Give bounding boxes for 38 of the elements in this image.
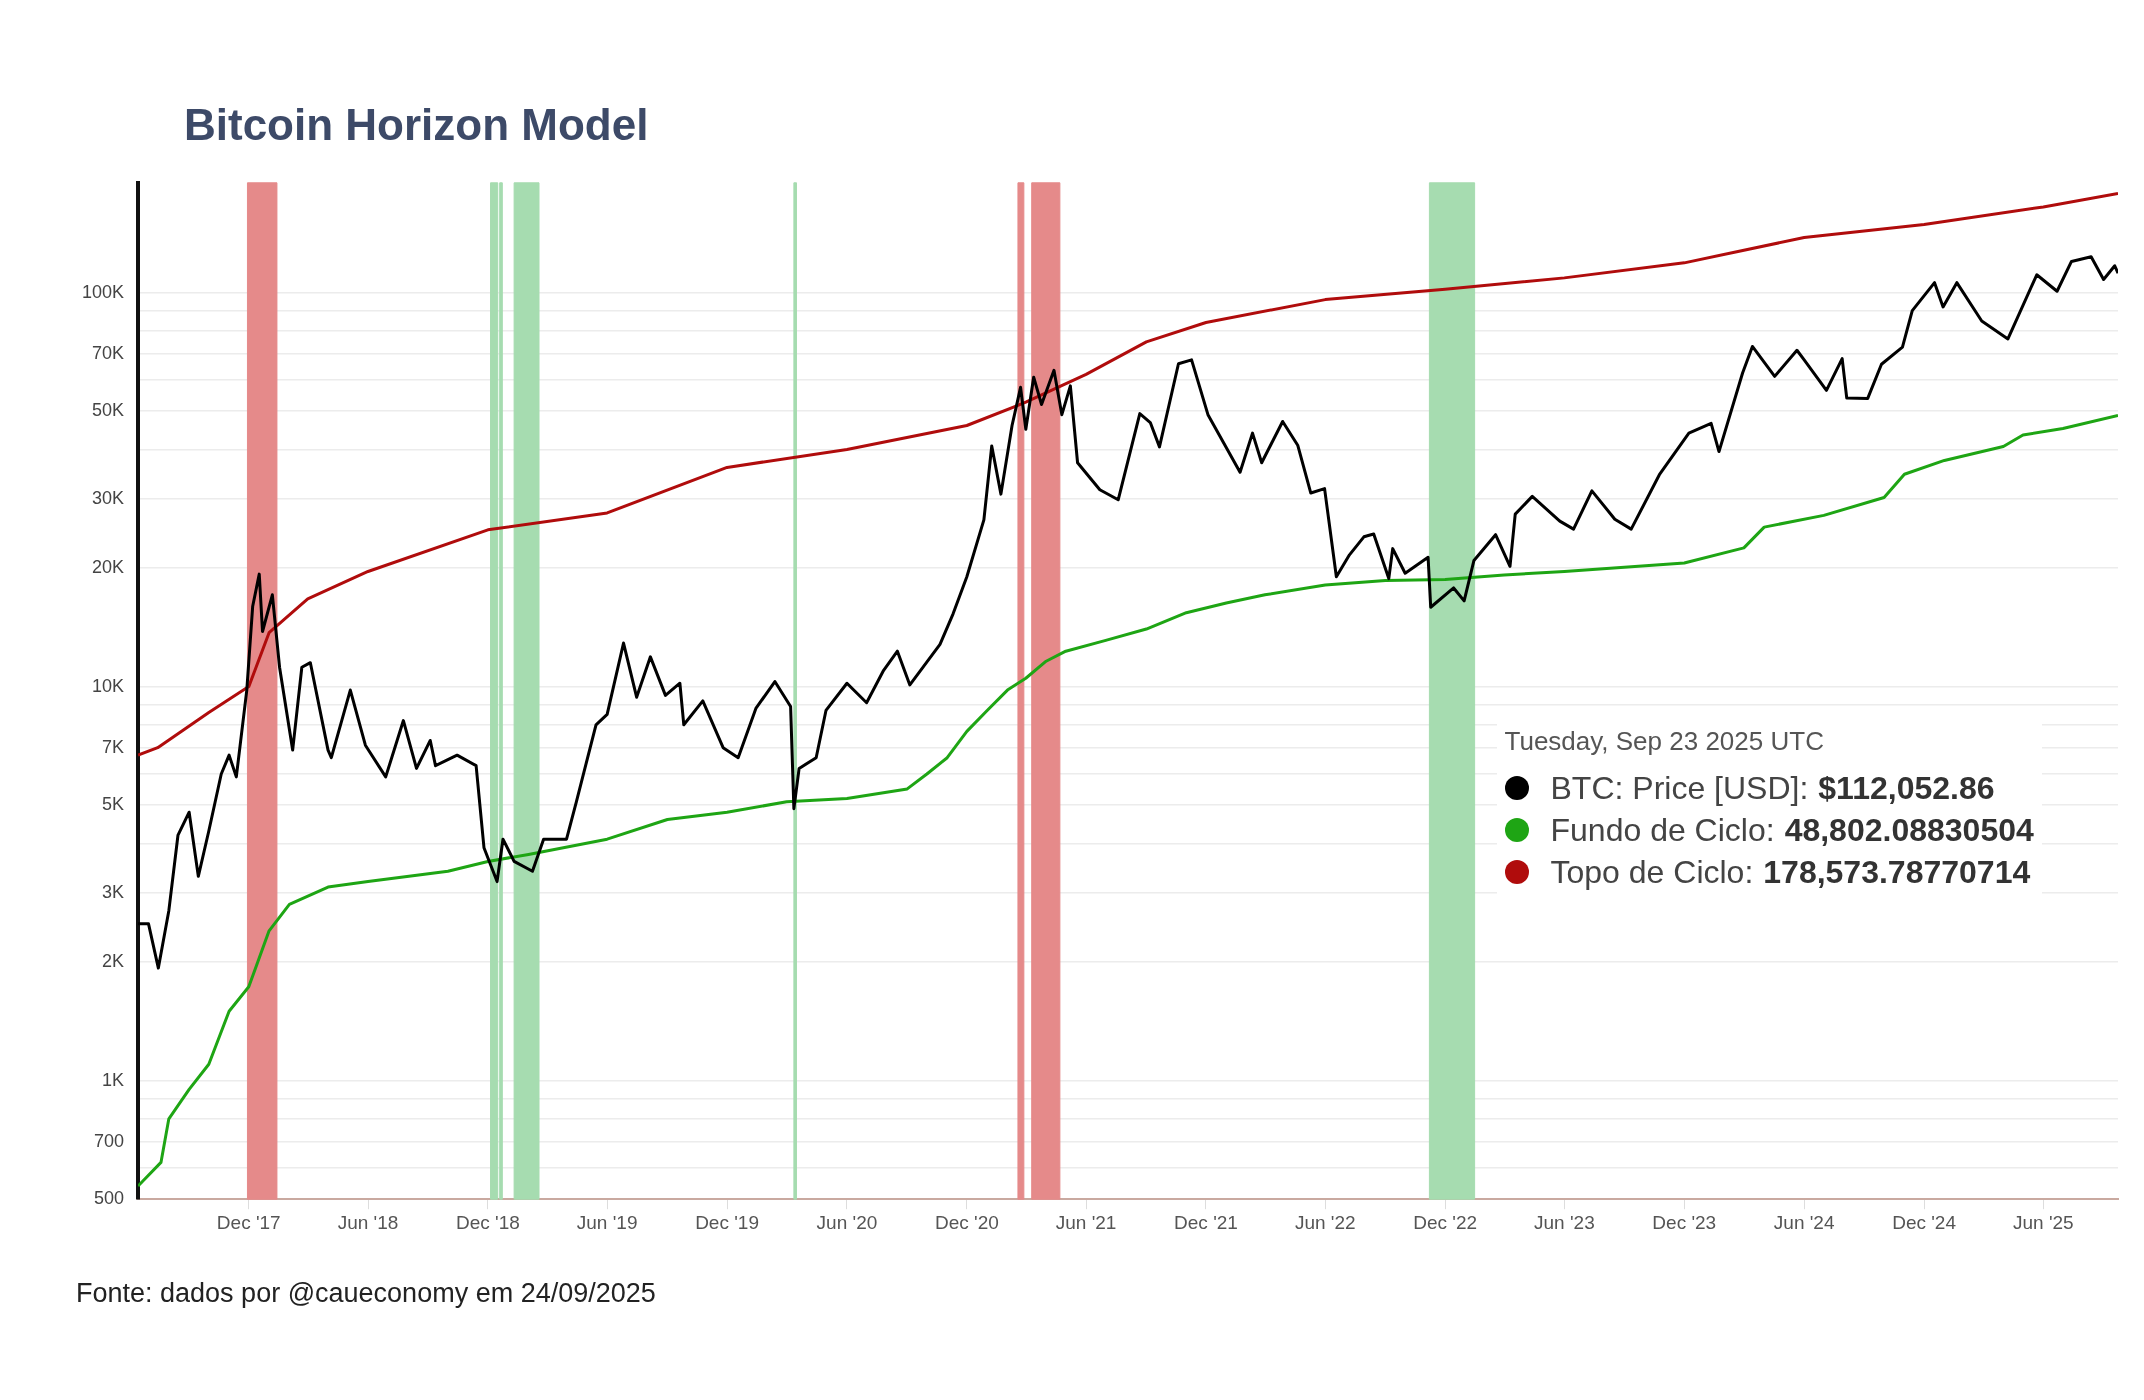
x-tick-label: Dec '18 xyxy=(455,1211,520,1233)
x-tick-label: Dec '23 xyxy=(1652,1211,1717,1233)
x-tick-label: Jun '24 xyxy=(1773,1211,1835,1233)
annotation: 48,802.08830504 xyxy=(1784,810,2034,850)
legend-label: Topo de Ciclo: xyxy=(1550,852,1754,892)
x-tick-label: Jun '18 xyxy=(337,1211,399,1233)
source-note: Fonte: dados por @caueconomy em 24/09/2025 xyxy=(76,1278,657,1309)
x-tick-label: Jun '21 xyxy=(1055,1211,1117,1233)
x-tick-label: Jun '19 xyxy=(576,1211,638,1233)
y-tick-label: 100K xyxy=(81,281,125,302)
y-tick-label: 2K xyxy=(102,950,125,971)
y-tick-label: 20K xyxy=(92,556,125,577)
y-tick-label: 500 xyxy=(93,1188,125,1209)
y-tick-label: 1K xyxy=(102,1069,125,1090)
y-tick-label: 7K xyxy=(102,736,125,757)
y-tick-label: 30K xyxy=(92,487,125,508)
chart-title: Bitcoin Horizon Model xyxy=(184,100,649,150)
x-tick-label: Jun '22 xyxy=(1294,1211,1356,1233)
x-tick-label: Jun '23 xyxy=(1534,1211,1595,1233)
y-tick-label: 3K xyxy=(102,881,125,902)
x-tick-label: Dec '21 xyxy=(1174,1211,1238,1233)
y-tick-label: 5K xyxy=(102,794,125,815)
x-tick-label: Dec '19 xyxy=(695,1211,759,1233)
legend-label: Fundo de Ciclo: xyxy=(1550,810,1775,850)
y-tick-label: 70K xyxy=(92,342,125,363)
legend-label: BTC: Price [USD]: xyxy=(1550,768,1809,808)
y-tick-label: 700 xyxy=(93,1130,125,1151)
y-tick-label: 10K xyxy=(92,675,125,696)
x-tick-label: Dec '17 xyxy=(216,1211,281,1233)
x-tick-label: Dec '22 xyxy=(1413,1211,1478,1233)
x-tick-label: Jun '20 xyxy=(816,1211,878,1233)
annotation: $112,052.86 xyxy=(1818,768,1995,808)
x-tick-label: Dec '24 xyxy=(1892,1211,1957,1233)
legend-title: Tuesday, Sep 23 2025 UTC xyxy=(1504,725,1825,757)
y-tick-label: 50K xyxy=(92,400,125,421)
x-tick-label: Dec '20 xyxy=(934,1211,999,1233)
annotation: 178,573.78770714 xyxy=(1763,852,2031,892)
x-tick-label: Jun '25 xyxy=(2012,1211,2074,1233)
